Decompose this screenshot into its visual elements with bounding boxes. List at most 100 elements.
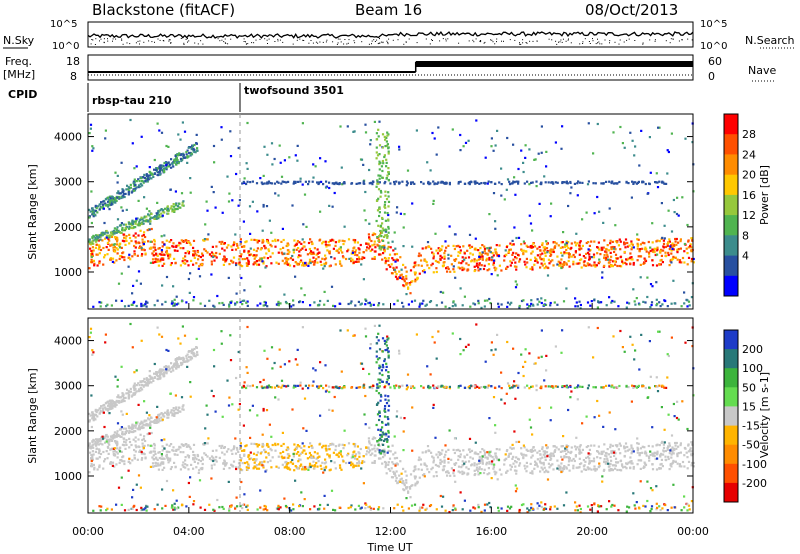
velocity-cell — [443, 456, 446, 459]
velocity-cell — [238, 459, 241, 462]
power-cell — [208, 253, 212, 256]
power-cell — [267, 248, 270, 251]
velocity-cell — [495, 471, 498, 474]
velocity-cell — [109, 403, 112, 406]
power-cell — [637, 238, 640, 241]
power-cell — [470, 180, 473, 183]
velocity-cell — [437, 465, 441, 468]
velocity-cell — [373, 460, 376, 463]
velocity-cell — [239, 446, 242, 449]
velocity-cell — [111, 434, 114, 437]
velocity-cell — [92, 446, 95, 449]
power-cell — [134, 246, 137, 249]
velocity-cell — [195, 458, 198, 461]
velocity-cell — [103, 460, 106, 463]
velocity-cell — [412, 470, 415, 473]
power-cell — [556, 263, 559, 266]
power-cell — [185, 153, 188, 156]
power-cell — [667, 251, 670, 254]
power-cell — [492, 259, 496, 262]
velocity-cell — [679, 442, 682, 445]
power-cell — [165, 168, 168, 171]
power-panel-frame — [87, 113, 694, 310]
power-cell — [339, 246, 342, 249]
velocity-cell — [148, 378, 151, 381]
power-cell — [154, 260, 157, 264]
power-cell — [578, 262, 581, 265]
power-cell — [384, 219, 387, 222]
power-cell — [624, 238, 628, 241]
velocity-cell — [343, 444, 346, 447]
power-cell — [353, 130, 356, 133]
velocity-cell — [159, 464, 162, 467]
velocity-cell — [124, 441, 127, 444]
power-cell — [437, 126, 440, 129]
power-cell — [228, 192, 231, 195]
power-cell — [320, 263, 323, 266]
power-cell — [554, 141, 557, 144]
power-cell — [303, 264, 306, 267]
power-cell — [634, 181, 637, 184]
velocity-cell — [141, 425, 144, 428]
power-cell — [448, 181, 451, 184]
power-cell — [405, 277, 408, 280]
velocity-cell — [179, 451, 182, 454]
velocity-cell — [601, 452, 604, 455]
power-cell — [600, 301, 603, 304]
power-cell — [416, 276, 419, 279]
velocity-cell — [364, 423, 367, 426]
power-cell — [364, 190, 367, 194]
velocity-cell — [256, 445, 259, 448]
power-cell — [477, 258, 480, 261]
power-cell — [380, 165, 383, 168]
power-cell — [520, 299, 524, 303]
velocity-cell — [197, 458, 200, 462]
power-cell — [333, 191, 336, 195]
power-cell — [140, 216, 143, 219]
power-cell — [339, 249, 342, 252]
power-cell — [539, 182, 542, 185]
power-cell — [562, 231, 565, 234]
velocity-cell — [230, 449, 233, 452]
power-cell — [379, 233, 382, 236]
velocity-cell — [199, 467, 202, 470]
power-cell — [662, 249, 665, 252]
velocity-cell — [171, 412, 174, 415]
velocity-cell — [331, 442, 334, 445]
velocity-cell — [105, 433, 108, 437]
velocity-cell — [271, 456, 274, 459]
power-cell — [292, 304, 295, 307]
velocity-cell — [145, 419, 148, 422]
power-cell — [199, 263, 202, 266]
velocity-cell — [177, 448, 180, 451]
velocity-cell — [390, 467, 393, 470]
power-cell — [147, 240, 150, 243]
noise-sky-trace — [87, 30, 694, 45]
power-cell — [295, 248, 298, 251]
power-cell — [285, 181, 288, 184]
power-cell — [230, 259, 233, 262]
power-cell — [662, 239, 665, 242]
power-cell — [541, 243, 544, 247]
power-cell — [220, 242, 223, 245]
velocity-cell — [99, 452, 103, 456]
power-cell — [124, 227, 127, 230]
power-cell — [687, 239, 690, 242]
power-cell — [561, 263, 564, 266]
power-cell — [234, 303, 237, 306]
velocity-cell — [459, 453, 462, 456]
velocity-cell — [137, 388, 141, 391]
power-cell — [442, 291, 445, 294]
power-cell — [630, 196, 633, 199]
velocity-cell — [546, 455, 549, 458]
velocity-cell — [360, 467, 363, 470]
velocity-cell — [305, 468, 308, 471]
power-cell — [671, 246, 674, 249]
power-cell — [520, 149, 523, 152]
power-cell — [271, 163, 274, 166]
velocity-cell — [187, 350, 190, 353]
power-cell — [347, 248, 350, 251]
power-cell — [480, 253, 483, 256]
velocity-cell — [134, 426, 137, 429]
power-cell — [510, 261, 513, 264]
